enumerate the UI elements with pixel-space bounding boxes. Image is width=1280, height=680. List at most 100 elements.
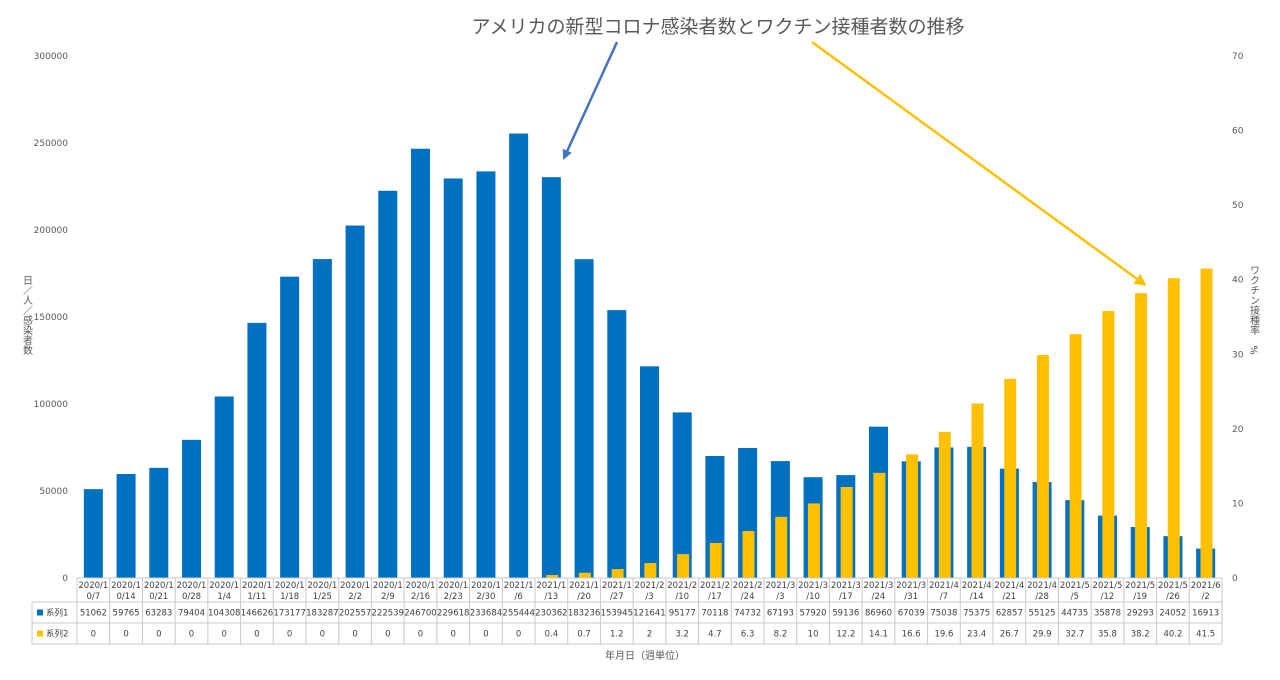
x-tick-label: /13 (545, 592, 559, 602)
bar-series1 (378, 190, 398, 578)
x-tick-label: 2021/3 (864, 581, 894, 591)
x-tick-label: /3 (776, 592, 784, 602)
x-tick-label: /12 (1101, 592, 1115, 602)
x-tick-label: /31 (904, 592, 918, 602)
x-axis-label: 年月日（週単位） (605, 649, 685, 662)
bar-series2 (546, 575, 559, 578)
data-label-series1: 67193 (767, 609, 794, 619)
x-tick-label: 2020/1 (111, 581, 141, 591)
data-label-series1: 121641 (633, 609, 665, 619)
bar-series2 (775, 516, 788, 578)
data-label-series2: 0 (385, 630, 390, 640)
x-tick-label: 1/25 (313, 592, 332, 602)
bar-series1 (247, 322, 267, 578)
bar-series1 (541, 177, 561, 579)
x-tick-label: 2021/5 (1158, 581, 1188, 591)
x-tick-label: /17 (708, 592, 722, 602)
x-tick-label: 2/2 (348, 592, 362, 602)
data-label-series2: 14.1 (869, 630, 888, 640)
x-tick-label: 0/14 (117, 592, 136, 602)
y-left-tick-label: 250000 (34, 139, 69, 149)
x-tick-label: 2021/6 (1191, 581, 1221, 591)
bar-series1 (574, 259, 594, 578)
data-label-series1: 183287 (306, 609, 338, 619)
legend-label-series1: 系列1 (46, 608, 68, 619)
data-label-series1: 70118 (701, 609, 728, 619)
x-tick-label: 2020/1 (78, 581, 108, 591)
bar-series2 (971, 403, 984, 578)
x-tick-label: 2020/1 (144, 581, 174, 591)
bar-series2 (873, 472, 886, 578)
data-label-series1: 153945 (601, 609, 633, 619)
x-tick-label: 2021/2 (635, 581, 665, 591)
bar-series2 (1036, 355, 1049, 578)
x-tick-label: /5 (1071, 592, 1079, 602)
data-label-series2: 26.7 (1000, 630, 1019, 640)
data-label-series1: 59136 (832, 609, 859, 619)
y-left-tick-label: 200000 (34, 226, 69, 236)
x-tick-label: 2020/1 (242, 581, 272, 591)
data-label-series1: 86960 (865, 609, 892, 619)
data-label-series1: 146626 (241, 609, 273, 619)
bar-series2 (1200, 268, 1213, 578)
x-tick-label: 2/23 (444, 592, 463, 602)
data-label-series2: 23.4 (967, 630, 986, 640)
legend-key-series2 (37, 630, 43, 637)
bar-series1 (312, 259, 332, 578)
data-label-series2: 0 (451, 630, 456, 640)
data-label-series1: 24052 (1159, 609, 1186, 619)
data-label-series2: 10 (808, 630, 819, 640)
y-right-tick-label: 20 (1232, 425, 1244, 435)
bar-series1 (149, 467, 169, 578)
bar-series1 (443, 178, 463, 579)
data-label-series1: 183236 (568, 609, 600, 619)
data-label-series2: 19.6 (934, 630, 953, 640)
x-tick-label: 2021/1 (569, 581, 599, 591)
x-tick-label: 2021/3 (896, 581, 926, 591)
x-tick-label: /24 (741, 592, 755, 602)
data-label-series2: 2 (647, 630, 652, 640)
bar-series2 (1167, 278, 1180, 578)
data-label-series1: 74732 (734, 609, 761, 619)
y-right-tick-label: 10 (1232, 499, 1244, 509)
x-tick-label: 2021/4 (994, 581, 1024, 591)
x-tick-label: /24 (872, 592, 886, 602)
chart-title: アメリカの新型コロナ感染者数とワクチン接種者数の推移 (471, 16, 964, 38)
data-label-series2: 0 (418, 630, 423, 640)
x-tick-label: 2021/5 (1060, 581, 1090, 591)
y-right-tick-label: 30 (1232, 350, 1244, 360)
data-label-series2: 0 (483, 630, 488, 640)
data-label-series1: 255444 (502, 609, 534, 619)
x-tick-label: 2020/1 (373, 581, 403, 591)
data-label-series1: 230362 (535, 609, 567, 619)
bar-series2 (906, 454, 919, 578)
legend-key-series1 (37, 609, 43, 616)
x-tick-label: 2021/2 (733, 581, 763, 591)
bar-series1 (640, 366, 659, 578)
y-left-tick-label: 100000 (34, 400, 69, 410)
legend-label-series2: 系列2 (46, 629, 68, 640)
x-tick-label: /10 (675, 592, 689, 602)
data-label-series1: 59765 (113, 609, 140, 619)
x-tick-label: 2020/1 (340, 581, 370, 591)
data-label-series1: 229618 (437, 609, 469, 619)
data-label-series1: 79404 (178, 609, 205, 619)
y-left-tick-label: 0 (62, 574, 68, 584)
bar-series2 (807, 503, 820, 578)
x-tick-label: 2020/1 (471, 581, 501, 591)
x-tick-label: 2021/4 (962, 581, 992, 591)
bar-series2 (840, 487, 853, 578)
bar-series2 (611, 569, 624, 578)
data-label-series1: 104308 (208, 609, 240, 619)
data-label-series2: 0.4 (545, 630, 559, 640)
x-tick-label: 2020/1 (438, 581, 468, 591)
bar-series2 (1069, 334, 1082, 578)
bar-series2 (742, 531, 755, 578)
data-label-series2: 12.2 (836, 630, 855, 640)
data-label-series2: 41.5 (1196, 630, 1215, 640)
bar-series2 (1004, 378, 1017, 578)
x-tick-label: 2021/5 (1125, 581, 1155, 591)
x-tick-label: 2020/1 (177, 581, 207, 591)
data-label-series1: 75375 (963, 609, 990, 619)
